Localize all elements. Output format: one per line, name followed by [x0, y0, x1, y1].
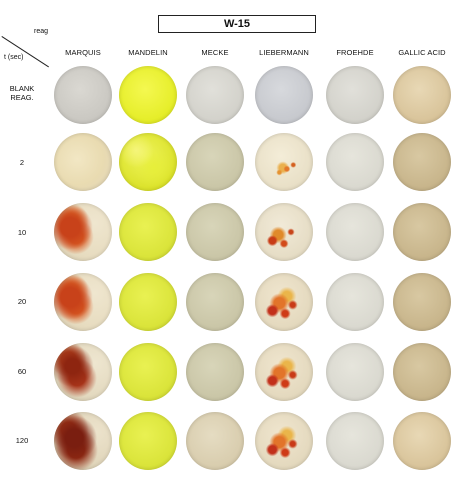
- test-well: [119, 343, 177, 401]
- test-well: [119, 412, 177, 470]
- time-row-label: 2: [19, 158, 25, 167]
- test-well: [186, 133, 244, 191]
- time-row-label: 10: [17, 228, 27, 237]
- reagent-header-mecke: MECKE: [201, 48, 229, 57]
- test-well: [326, 343, 384, 401]
- test-well: [393, 66, 451, 124]
- test-well: [186, 66, 244, 124]
- test-well: [186, 343, 244, 401]
- test-well: [119, 66, 177, 124]
- time-row-label: BLANK REAG.: [9, 84, 35, 102]
- time-axis-label: t (sec): [4, 54, 24, 61]
- test-well: [393, 203, 451, 261]
- test-well: [54, 203, 112, 261]
- test-well: [54, 343, 112, 401]
- reagent-axis-label: reag: [34, 28, 49, 35]
- test-well: [326, 133, 384, 191]
- time-row-label: 60: [17, 367, 27, 376]
- corner-header: reag t (sec): [0, 28, 56, 68]
- reagent-header-liebermann: LIEBERMANN: [259, 48, 309, 57]
- test-well: [54, 273, 112, 331]
- test-well: [54, 66, 112, 124]
- test-well: [326, 412, 384, 470]
- corner-diagonal-line: [1, 36, 49, 68]
- test-well: [326, 66, 384, 124]
- test-well: [119, 273, 177, 331]
- test-well: [186, 203, 244, 261]
- test-well: [119, 203, 177, 261]
- test-well: [186, 412, 244, 470]
- test-well: [119, 133, 177, 191]
- test-well: [393, 273, 451, 331]
- test-well: [54, 133, 112, 191]
- test-well: [186, 273, 244, 331]
- test-well: [255, 133, 313, 191]
- test-well: [326, 203, 384, 261]
- test-well: [393, 343, 451, 401]
- test-well: [393, 412, 451, 470]
- reagent-header-marquis: MARQUIS: [65, 48, 101, 57]
- test-well: [255, 343, 313, 401]
- test-well: [326, 273, 384, 331]
- time-row-label: 20: [17, 297, 27, 306]
- test-well: [255, 66, 313, 124]
- test-well: [255, 273, 313, 331]
- reagent-header-mandelin: MANDELIN: [128, 48, 168, 57]
- plate-title: W-15: [158, 15, 316, 33]
- reagent-header-froehde: FROEHDE: [336, 48, 374, 57]
- reagent-header-gallic-acid: GALLIC ACID: [398, 48, 446, 57]
- test-well: [393, 133, 451, 191]
- time-row-label: 120: [15, 436, 29, 445]
- test-well: [54, 412, 112, 470]
- test-well: [255, 412, 313, 470]
- test-well: [255, 203, 313, 261]
